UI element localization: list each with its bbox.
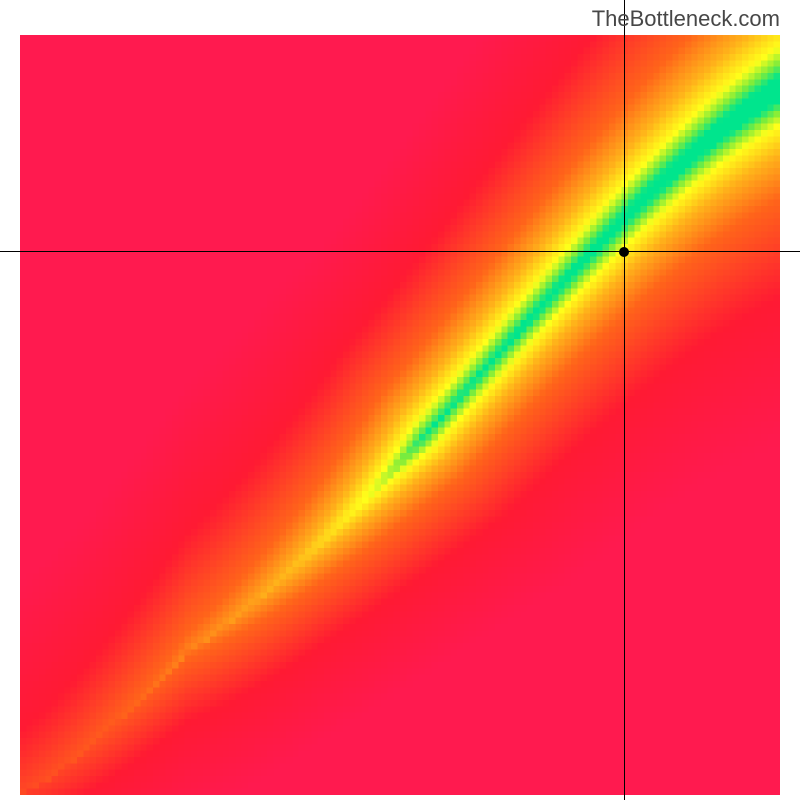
crosshair-horizontal [0,251,800,252]
marker-point [619,247,629,257]
crosshair-vertical [624,0,625,800]
watermark-label: TheBottleneck.com [592,6,780,32]
chart-container: TheBottleneck.com [0,0,800,800]
bottleneck-heatmap [20,35,780,795]
